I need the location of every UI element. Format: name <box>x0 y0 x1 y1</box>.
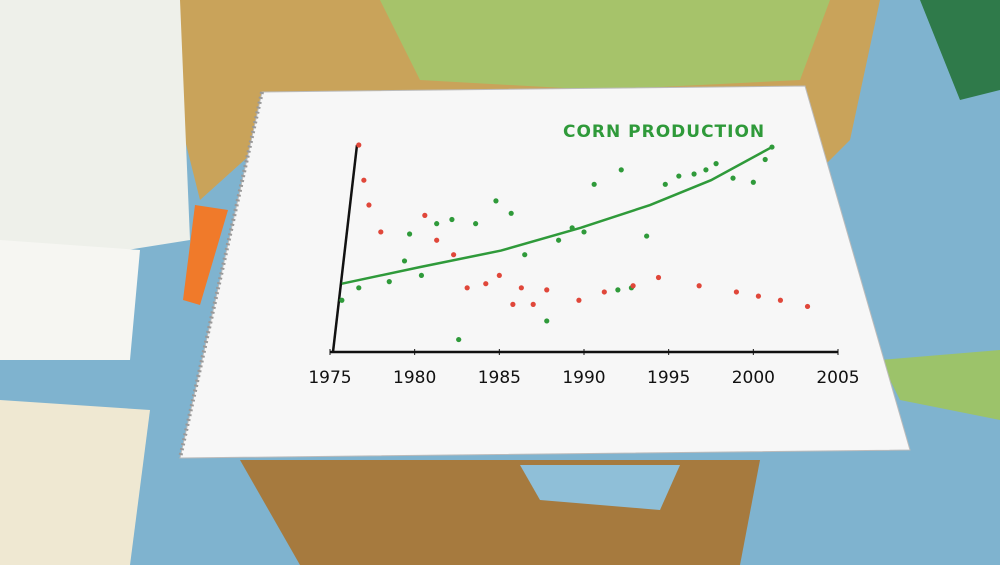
x-tick-label: 2000 <box>732 368 775 388</box>
x-tick-label: 2005 <box>816 368 859 388</box>
data-point <box>750 179 756 185</box>
data-point <box>576 297 582 303</box>
data-point <box>422 212 428 218</box>
data-point <box>556 237 562 243</box>
data-point <box>518 285 524 291</box>
data-point <box>339 297 345 303</box>
data-point <box>581 229 587 235</box>
data-point <box>401 258 408 264</box>
data-point <box>804 303 811 310</box>
data-point <box>386 279 392 285</box>
data-point <box>510 301 516 307</box>
map-legend <box>0 400 150 565</box>
data-point <box>733 289 740 295</box>
data-point <box>644 233 650 239</box>
data-point <box>418 272 425 279</box>
x-tick-label: 1990 <box>562 368 605 388</box>
data-point <box>530 301 536 307</box>
trend-line <box>341 145 773 285</box>
x-tick-label: 1995 <box>647 368 690 388</box>
notepad <box>179 85 911 459</box>
data-point <box>755 293 762 299</box>
x-tick-label: 1985 <box>478 368 521 388</box>
data-point <box>762 156 768 163</box>
data-point <box>449 216 455 223</box>
x-tick-label: 1975 <box>308 368 351 388</box>
papers <box>0 0 190 270</box>
data-point <box>691 171 697 177</box>
map-edge <box>920 0 1000 100</box>
plot: 1975 1980 1985 1990 1995 2000 2005 <box>308 142 860 388</box>
data-point <box>630 283 636 289</box>
data-point <box>366 202 372 208</box>
data-point <box>464 285 470 291</box>
data-point <box>493 198 499 204</box>
data-point <box>406 231 413 237</box>
data-point <box>544 287 550 293</box>
data-point <box>356 142 362 148</box>
data-point <box>676 173 682 179</box>
map-sea <box>520 465 680 510</box>
data-point <box>473 221 479 227</box>
data-point <box>601 289 607 295</box>
data-point <box>696 283 702 289</box>
map-land <box>380 0 830 90</box>
data-point <box>434 221 440 227</box>
data-point <box>356 285 362 291</box>
data-point <box>496 272 502 279</box>
data-point <box>456 336 462 343</box>
data-point <box>615 287 621 293</box>
data-point <box>483 281 489 287</box>
y-axis <box>331 144 359 353</box>
data-point <box>703 167 709 173</box>
data-point <box>451 252 457 258</box>
data-point <box>662 181 668 187</box>
data-point <box>777 297 784 303</box>
x-tick-label: 1980 <box>393 368 436 388</box>
data-point <box>361 177 367 183</box>
data-point <box>730 175 736 181</box>
data-point <box>522 252 528 258</box>
data-point <box>618 167 624 173</box>
data-point <box>544 318 550 324</box>
data-point <box>508 210 514 216</box>
data-point <box>713 161 719 167</box>
data-point <box>378 229 384 235</box>
data-point <box>655 274 662 281</box>
map-land <box>240 460 760 565</box>
papers <box>0 240 140 360</box>
data-point <box>591 181 597 187</box>
map-land <box>880 350 1000 420</box>
marker-pen <box>183 205 228 305</box>
data-point <box>434 237 440 243</box>
chart-title: CORN PRODUCTION <box>563 122 765 142</box>
